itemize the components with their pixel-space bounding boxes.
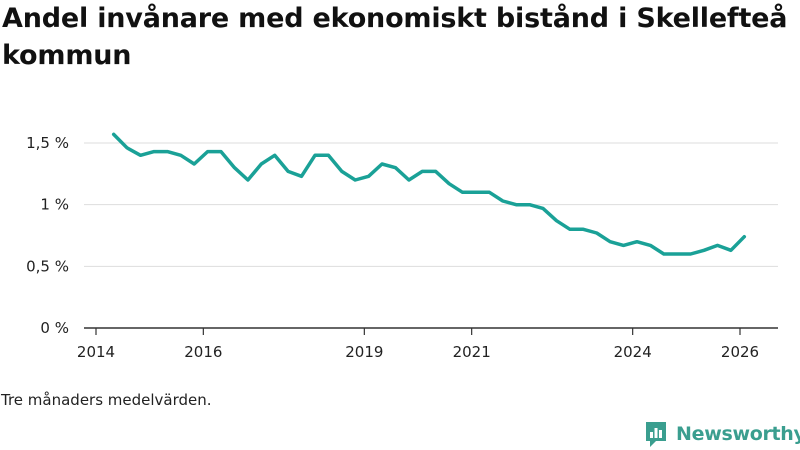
series-layer (111, 132, 747, 256)
brand-logo[interactable]: Newsworthy (644, 419, 800, 449)
y-tick-label: 0 % (40, 319, 69, 337)
y-tick-label: 1 % (40, 196, 69, 214)
x-axis: 2014 2016 2019 2021 2024 2026 (77, 327, 778, 361)
chart-title: Andel invånare med ekonomiskt bistånd i … (2, 3, 788, 71)
gridlines (84, 142, 778, 267)
series-line-0 (111, 132, 747, 256)
chart-footnote: Tre månaders medelvärden. (1, 391, 212, 409)
x-tick-label: 2016 (184, 343, 222, 361)
x-tick-label: 2024 (614, 343, 652, 361)
line-chart: 0 % 0,5 % 1 % 1,5 % 2014 2016 2019 2021 2024 202… (26, 132, 778, 361)
x-tick-label: 2014 (77, 343, 115, 361)
x-tick-label: 2019 (345, 343, 383, 361)
y-tick-label: 0,5 % (26, 257, 69, 275)
newsworthy-logo-icon (646, 422, 666, 447)
brand-name: Newsworthy (676, 423, 800, 445)
y-tick-label: 1,5 % (26, 134, 69, 152)
y-axis-tick-labels: 0 % 0,5 % 1 % 1,5 % (26, 134, 69, 337)
x-tick-label: 2026 (721, 343, 759, 361)
x-tick-label: 2021 (453, 343, 491, 361)
